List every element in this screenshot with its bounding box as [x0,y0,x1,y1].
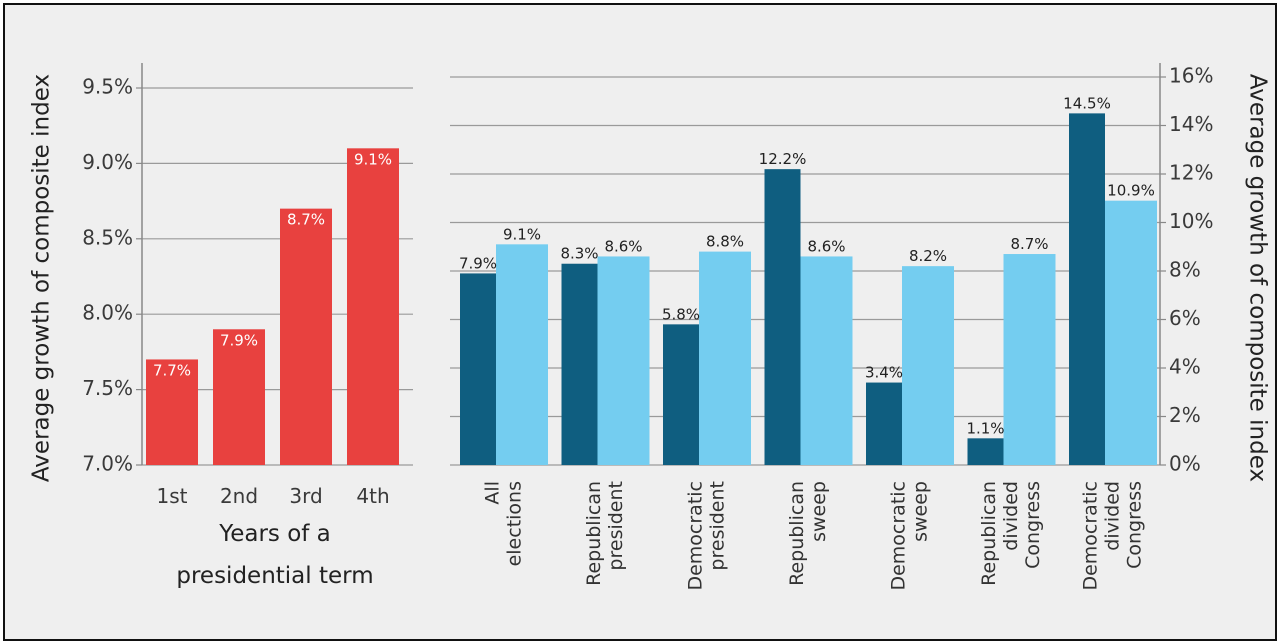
right-category-label: Democratic [888,481,910,591]
right-bar-series-1 [866,382,902,465]
right-bar-value-label: 8.6% [807,237,845,255]
left-bar-value-label: 9.1% [354,150,392,168]
right-y-tick-label: 12% [1169,161,1213,185]
right-category-label: Democratic [1080,481,1102,591]
right-bar-value-label: 12.2% [759,150,807,168]
right-category-label: elections [504,481,526,566]
right-bar-series-2 [496,244,548,465]
right-bar-series-1 [663,324,699,465]
left-y-tick-label: 7.0% [82,452,133,476]
left-y-tick-label: 8.5% [82,225,133,249]
right-bar-series-2 [597,256,650,465]
left-category-labels: 1st 2nd 3rd 4th [157,484,390,508]
left-bar-value-label: 7.9% [220,331,258,349]
right-y-tick-label: 8% [1169,258,1201,282]
right-category-label: divided [1102,481,1124,551]
right-y-tick-label: 6% [1169,306,1201,330]
right-y-axis-title: Average growth of composite index [1245,74,1271,482]
right-y-tick-label: 2% [1169,403,1201,427]
left-category-label: 4th [356,484,389,508]
right-bar-series-2 [1003,254,1056,465]
right-bar-value-label: 1.1% [966,419,1004,437]
right-bar-value-label: 5.8% [662,305,700,323]
right-category-label: Republican [583,481,605,586]
left-x-axis-title-line2: presidential term [176,563,373,589]
right-bar-value-label: 3.4% [865,364,903,382]
right-category-label: sweep [910,481,932,542]
left-y-tick-label: 9.5% [82,75,133,99]
right-bars: 7.9% 9.1% 8.3% 8.6% 5.8% 8.8% 12.2% 8.6% 3.4% 8.2… [459,94,1157,466]
left-bar [280,208,332,465]
right-bar-series-1 [967,438,1004,465]
right-bar-value-label: 7.9% [459,254,497,272]
right-bar-series-2 [800,256,853,465]
left-category-label: 3rd [289,484,322,508]
left-y-tick-label: 7.5% [82,376,133,400]
chart-svg: 7.0% 7.5% 8.0% 8.5% 9.0% 9.5% 7.7% 7.9% 8.7% 9.1… [29,63,1271,591]
right-bar-value-label: 14.5% [1063,94,1111,112]
right-category-label: Republican [786,481,808,586]
right-category-labels: All elections Republican president Democrati… [482,481,1146,591]
right-category-label: Democratic [685,481,707,591]
right-bar-value-label: 9.1% [503,225,541,243]
right-bar-series-1 [561,263,598,465]
left-bar [146,359,198,465]
right-category-label: Congress [1022,481,1044,569]
right-bar-value-label: 8.6% [604,237,642,255]
right-y-tick-label: 14% [1169,112,1213,136]
left-x-axis-title-line1: Years of a [218,521,331,547]
right-category-label: sweep [808,481,830,542]
left-bar-value-label: 8.7% [287,211,325,229]
left-y-tick-labels: 7.0% 7.5% 8.0% 8.5% 9.0% 9.5% [82,75,133,476]
right-bar-value-label: 10.9% [1107,182,1155,200]
right-y-tick-label: 0% [1169,452,1201,476]
right-y-tick-labels: 0% 2% 4% 6% 8% 10% 12% 14% 16% [1169,64,1213,476]
right-bar-value-label: 8.3% [560,245,598,263]
left-bars: 7.7% 7.9% 8.7% 9.1% [146,148,399,465]
left-bar [347,148,399,465]
right-y-tick-label: 10% [1169,209,1213,233]
right-category-label: divided [1000,481,1022,551]
left-y-axis-title: Average growth of composite index [29,74,55,482]
left-y-tick-label: 8.0% [82,301,133,325]
right-bar-series-2 [902,266,954,465]
chart-frame: 7.0% 7.5% 8.0% 8.5% 9.0% 9.5% 7.7% 7.9% 8.7% 9.1… [3,3,1277,641]
right-bar-series-2 [699,251,751,465]
right-bar-value-label: 8.7% [1010,235,1048,253]
left-y-tick-label: 9.0% [82,150,133,174]
right-bar-series-1 [460,273,496,465]
left-bar [213,329,265,465]
right-category-label: president [605,481,627,571]
left-category-label: 2nd [220,484,258,508]
right-category-label: Republican [978,481,1000,586]
right-bar-series-1 [764,169,801,465]
right-bar-value-label: 8.8% [706,233,744,251]
right-bar-series-2 [1105,200,1157,466]
left-category-label: 1st [157,484,188,508]
right-bar-value-label: 8.2% [909,247,947,265]
right-bar-series-1 [1069,113,1105,465]
left-bar-value-label: 7.7% [153,361,191,379]
right-category-label: Congress [1124,481,1146,569]
right-category-label: president [707,481,729,571]
right-category-label: All [482,481,504,505]
right-y-tick-label: 16% [1169,64,1213,88]
right-y-tick-label: 4% [1169,355,1201,379]
